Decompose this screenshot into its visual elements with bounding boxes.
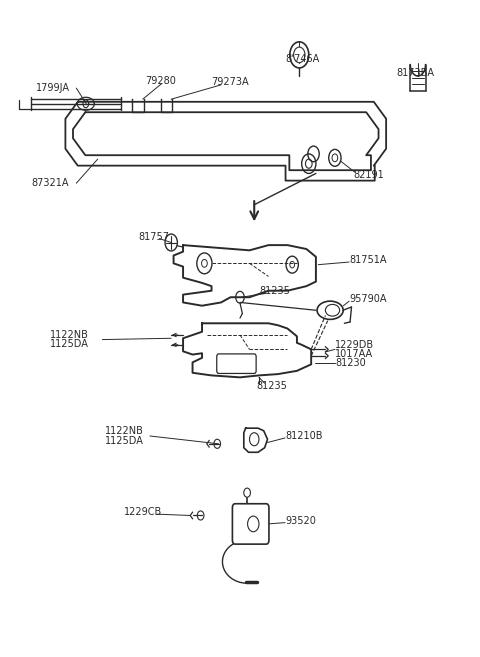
FancyBboxPatch shape bbox=[217, 354, 256, 373]
Text: 81757: 81757 bbox=[138, 233, 169, 242]
Text: 1125DA: 1125DA bbox=[50, 339, 89, 349]
Circle shape bbox=[305, 159, 312, 168]
Text: 1017AA: 1017AA bbox=[335, 349, 373, 359]
Text: 93520: 93520 bbox=[285, 516, 316, 526]
Text: 79280: 79280 bbox=[145, 76, 176, 86]
Circle shape bbox=[244, 488, 251, 497]
Text: 1122NB: 1122NB bbox=[50, 330, 89, 340]
Text: 95790A: 95790A bbox=[349, 294, 386, 304]
Text: 1229CB: 1229CB bbox=[124, 507, 162, 517]
Text: 8173BA: 8173BA bbox=[396, 68, 434, 78]
Text: 1122NB: 1122NB bbox=[105, 426, 144, 436]
Text: 81751A: 81751A bbox=[349, 255, 386, 265]
Text: 81230: 81230 bbox=[335, 358, 366, 368]
Text: 81235: 81235 bbox=[259, 286, 290, 296]
Text: 82191: 82191 bbox=[354, 170, 384, 181]
Text: 1125DA: 1125DA bbox=[105, 436, 144, 445]
Text: 8ʾ746A: 8ʾ746A bbox=[285, 55, 319, 64]
Text: 1799JA: 1799JA bbox=[36, 83, 70, 93]
Text: 87321A: 87321A bbox=[31, 178, 69, 188]
Text: 1229DB: 1229DB bbox=[335, 340, 374, 350]
Text: 81235: 81235 bbox=[257, 381, 288, 391]
Text: 79273A: 79273A bbox=[212, 78, 249, 87]
Text: 81210B: 81210B bbox=[285, 431, 323, 441]
Circle shape bbox=[294, 47, 305, 62]
FancyBboxPatch shape bbox=[232, 504, 269, 544]
